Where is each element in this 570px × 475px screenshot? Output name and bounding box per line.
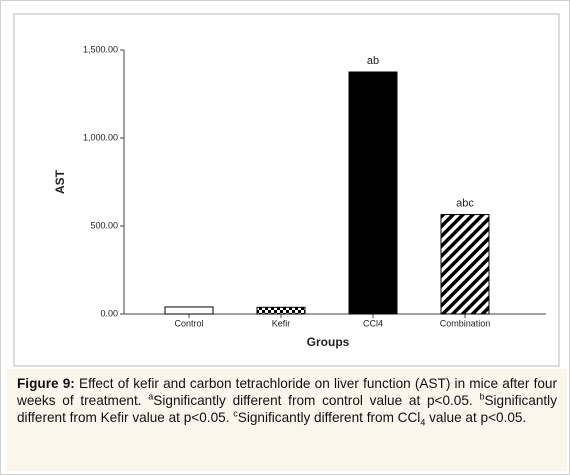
y-tick-label: 0.00 xyxy=(100,308,118,318)
bar xyxy=(348,71,398,315)
bar-annotation: ab xyxy=(367,55,379,67)
caption-label: Figure 9: xyxy=(17,376,75,391)
caption-segment: c xyxy=(233,408,238,419)
x-axis-label: Groups xyxy=(307,335,350,349)
caption-segment: a xyxy=(148,391,154,402)
y-tick-label: 500.00 xyxy=(90,220,118,230)
x-tick-label: Kefir xyxy=(272,318,291,328)
caption-segment: 4 xyxy=(420,417,426,428)
caption-segment: Significantly different from control val… xyxy=(153,393,480,408)
caption-segment: b xyxy=(479,391,485,402)
caption-text: Effect of kefir and carbon tetrachloride… xyxy=(17,376,557,428)
chart: AST Groups 0.00 500.00 1,000.00 1,500.00 Con… xyxy=(13,13,560,367)
y-tick-label: 1,000.00 xyxy=(83,132,118,142)
bar xyxy=(164,306,214,315)
caption-segment: Significantly different from CCl xyxy=(237,410,421,425)
bar xyxy=(256,306,306,315)
caption-segment: Significantly different from Kefir value… xyxy=(17,393,557,425)
chart-frame xyxy=(13,13,560,367)
caption-segment: value at p<0.05. xyxy=(425,410,527,425)
x-tick-label: CCl4 xyxy=(363,318,383,328)
x-tick-label: Combination xyxy=(440,318,491,328)
x-tick-label: Control xyxy=(174,318,203,328)
bar-annotation: abc xyxy=(456,197,474,209)
y-tick-label: 1,500.00 xyxy=(83,44,118,54)
y-axis-label: AST xyxy=(53,169,67,194)
bar xyxy=(440,214,490,315)
caption-segment: Effect of kefir and carbon tetrachloride… xyxy=(17,376,557,408)
caption: Figure 9: Effect of kefir and carbon tet… xyxy=(7,369,567,471)
